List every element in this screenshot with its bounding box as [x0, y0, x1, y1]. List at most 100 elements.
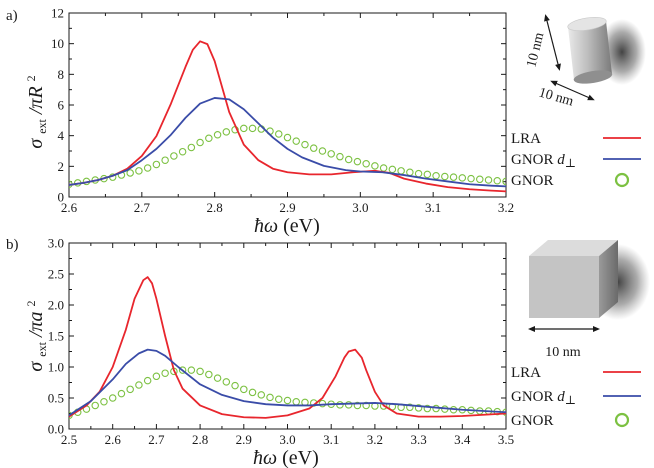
panel-a-point-gnor: [135, 167, 143, 175]
panel-a-legend-label-gnor-d: GNOR d⊥: [511, 152, 576, 170]
panel-a-point-gnor: [388, 165, 397, 174]
panel-a-legend-label-gnor: GNOR: [511, 173, 554, 189]
cylinder-bottom: [573, 70, 613, 84]
panel-a-point-gnor: [205, 134, 213, 143]
panel-a-ylabel: σ ext /πR 2: [24, 75, 51, 148]
panel-a-ytick-label: 0: [58, 190, 65, 205]
cube-front-face: [529, 256, 599, 318]
panel-a-point-gnor: [362, 159, 370, 168]
panel-b-point-gnor: [91, 401, 99, 410]
panel-b: b) 2.5 2.6 2.7 2.8 2.9 3.0 3.1 3.2 3.3 3.4 3.5 0.0 0…: [6, 236, 650, 468]
panel-b-point-gnor: [231, 381, 239, 390]
panel-b-point-gnor: [152, 372, 161, 381]
panel-b-xtick-label: 2.9: [236, 432, 252, 447]
panel-a-axes-frame: [68, 12, 507, 198]
panel-a-point-gnor: [187, 143, 196, 152]
panel-a-legend-marker-gnor: [614, 172, 630, 188]
panel-b-point-gnor: [161, 369, 169, 377]
panel-b-point-gnor: [178, 366, 187, 374]
panel-a-point-gnor: [143, 164, 152, 172]
panel-b-point-gnor: [213, 374, 222, 382]
panel-b-xtick-label: 3.0: [279, 432, 295, 447]
panel-a-ylabel-sup: 2: [24, 75, 38, 81]
cylinder-top: [567, 17, 607, 31]
panel-b-xtick-label: 3.3: [410, 432, 426, 447]
panel-a-point-gnor: [397, 167, 405, 175]
panel-a-point-gnor: [406, 168, 414, 176]
panel-a-ytick-label: 12: [51, 6, 64, 21]
panel-a-xtick-label: 2.8: [207, 200, 223, 215]
panel-a-point-gnor: [178, 147, 187, 156]
cylinder-height-label: 10 nm: [524, 31, 547, 69]
panel-a-point-gnor: [353, 157, 362, 166]
panel-b-ytick-label: 0.5: [48, 391, 64, 406]
panel-a-ytick-label: 4: [58, 128, 65, 143]
panel-b-point-gnor: [135, 381, 143, 389]
panel-b-ytick-label: 2.0: [48, 298, 64, 313]
panel-a-legend: LRA GNOR d⊥ GNOR: [511, 131, 641, 189]
panel-b-ytick-label: 3.0: [48, 236, 64, 251]
panel-a-point-gnor: [449, 173, 458, 181]
panel-b-legend-label-gnor: GNOR: [511, 413, 554, 429]
panel-a-point-gnor: [196, 138, 204, 147]
panel-b-series-lra-line: [69, 276, 506, 419]
panel-a-point-gnor: [301, 140, 309, 149]
panel-b-point-gnor: [126, 385, 134, 394]
panel-a-point-gnor: [248, 124, 257, 133]
panel-a-legend-label-lra: LRA: [511, 131, 541, 147]
panel-b-point-gnor: [108, 394, 117, 402]
panel-b-point-gnor: [292, 397, 300, 406]
panel-b-point-gnor: [283, 396, 292, 405]
panel-b-xtick-label: 2.7: [148, 432, 165, 447]
panel-b-xtick-label: 3.2: [367, 432, 383, 447]
panel-a-xtick-label: 3.0: [352, 200, 368, 215]
panel-b-plot: 2.5 2.6 2.7 2.8 2.9 3.0 3.1 3.2 3.3 3.4 3.5 0.0 0.5 1…: [48, 236, 514, 448]
panel-b-ylabel-rest: /πa: [25, 311, 47, 338]
panel-b-point-gnor: [100, 397, 108, 406]
panel-b-xtick-label: 2.8: [192, 432, 208, 447]
panel-a-point-gnor: [240, 124, 248, 133]
panel-b-ytick-label: 2.5: [48, 267, 64, 282]
panel-a-point-gnor: [336, 152, 344, 161]
panel-b-label: b): [6, 237, 19, 253]
panel-b-ytick-label: 0.0: [48, 422, 64, 437]
panel-a-xlabel-symbol: ħω: [254, 215, 278, 237]
panel-b-xlabel-unit: (eV): [282, 447, 319, 468]
panel-a-series-gnor: [69, 124, 506, 189]
panel-a-point-gnor: [161, 156, 169, 164]
panel-b-point-gnor: [362, 401, 370, 410]
panel-b-axes-frame: [68, 242, 507, 430]
panel-a-xtick-label: 2.7: [134, 200, 151, 215]
panel-b-point-gnor: [423, 404, 432, 413]
panel-a-point-gnor: [502, 177, 506, 186]
cylinder-height-arrow: [544, 14, 561, 71]
panel-a-point-gnor: [126, 169, 134, 177]
panel-b-point-gnor: [275, 395, 283, 403]
panel-a-point-gnor: [371, 162, 379, 170]
panel-a-point-gnor: [379, 164, 388, 172]
panel-b-xtick-label: 3.1: [323, 432, 339, 447]
panel-a-point-gnor: [423, 170, 432, 179]
panel-a-point-gnor: [318, 147, 327, 155]
panel-b-point-gnor: [240, 385, 248, 394]
panel-b-point-gnor: [196, 367, 204, 376]
panel-a-point-gnor: [292, 137, 300, 145]
panel-b-ylabel-symbol: σ: [25, 361, 47, 372]
panel-b-point-gnor: [414, 404, 423, 412]
panel-a-xtick-label: 3.1: [425, 200, 441, 215]
panel-b-ylabel: σ ext /πa 2: [24, 300, 51, 371]
panel-a-point-gnor: [484, 176, 493, 184]
panel-b-xtick-label: 2.6: [105, 432, 122, 447]
panel-b-legend-label-gnor-d: GNOR d⊥: [511, 389, 576, 407]
cube-top-face: [529, 240, 618, 256]
panel-a-point-gnor: [213, 130, 222, 139]
panel-b-point-gnor: [205, 370, 213, 379]
panel-b-xtick-label: 3.5: [498, 432, 514, 447]
panel-b-series-gnor: [69, 366, 506, 420]
cube-edge-label: 10 nm: [545, 345, 581, 360]
panel-b-point-gnor: [117, 389, 126, 398]
panel-a-point-gnor: [222, 128, 231, 136]
panel-a-point-gnor: [441, 172, 449, 181]
panel-a-point-gnor: [152, 160, 161, 169]
panel-b-series-gnor-d-line: [69, 348, 506, 417]
